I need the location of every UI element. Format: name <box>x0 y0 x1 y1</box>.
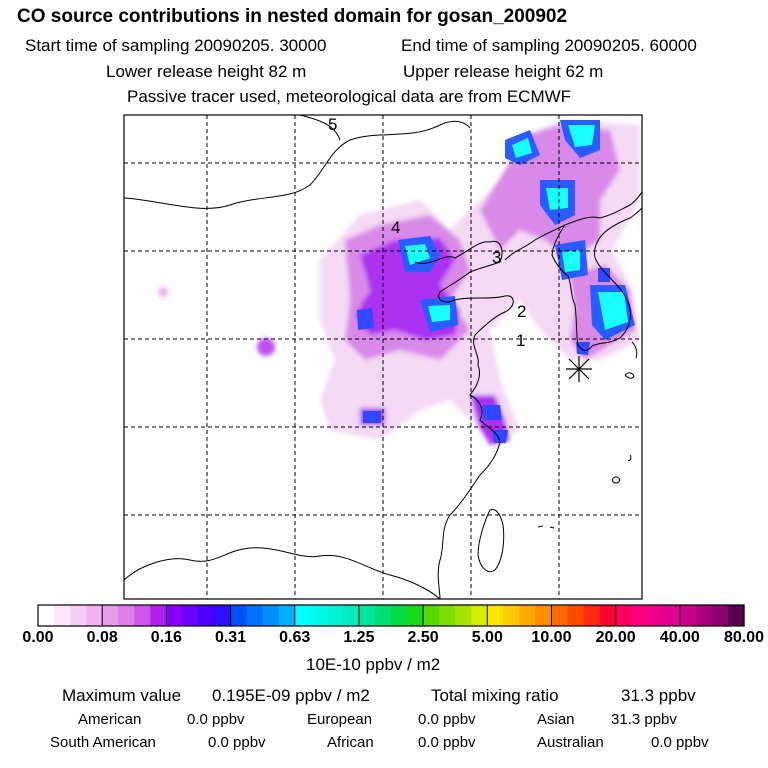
colorbar-cell <box>214 605 232 626</box>
colorbar-cell <box>198 605 216 626</box>
region-south-american-label: South American <box>50 734 156 751</box>
colorbar-cell <box>583 605 601 626</box>
colorbar-tick-label: 0.16 <box>150 629 182 646</box>
trajectory-marker-5: 5 <box>328 115 337 134</box>
colorbar-cell <box>230 605 248 626</box>
trajectory-marker-3: 3 <box>492 248 501 267</box>
colorbar-cell <box>567 605 585 626</box>
colorbar-cell <box>278 605 296 626</box>
colorbar-cell <box>615 605 633 626</box>
total-mixing-value: 31.3 ppbv <box>621 686 696 705</box>
colorbar-cell <box>551 605 569 626</box>
colorbar-cell <box>326 605 344 626</box>
colorbar <box>37 604 745 627</box>
tracer-note: Passive tracer used, meteorological data… <box>127 87 572 106</box>
colorbar-tick-label: 20.00 <box>595 629 636 646</box>
colorbar-cell <box>150 605 167 626</box>
colorbar-tick-label: 0.00 <box>22 629 54 646</box>
colorbar-cell <box>374 605 392 626</box>
colorbar-cell <box>102 605 119 626</box>
colorbar-cell <box>631 605 649 626</box>
colorbar-tick-label: 0.63 <box>279 629 311 646</box>
colorbar-tick-label: 0.31 <box>214 629 247 646</box>
chart-title: CO source contributions in nested domain… <box>17 6 568 27</box>
colorbar-cell <box>342 605 360 626</box>
region-african-value: 0.0 ppbv <box>418 734 476 751</box>
region-south-american-value: 0.0 ppbv <box>208 734 266 751</box>
colorbar-cell <box>711 605 729 626</box>
colorbar-tick-label: 40.00 <box>659 629 700 646</box>
colorbar-cell <box>599 605 617 626</box>
isolated-spot-west <box>158 287 168 297</box>
trajectory-marker-2: 2 <box>517 302 526 321</box>
map-frame <box>123 114 643 600</box>
colorbar-cell <box>695 605 713 626</box>
colorbar-cell <box>358 605 376 626</box>
upper-release-height-label: Upper release height 62 m <box>403 62 604 81</box>
lower-release-height-label: Lower release height 82 m <box>106 62 307 81</box>
colorbar-cell <box>647 605 665 626</box>
start-time-label: Start time of sampling 20090205. 30000 <box>25 36 327 55</box>
colorbar-cell <box>118 605 135 626</box>
colorbar-cell <box>166 605 184 626</box>
colorbar-cell <box>663 605 681 626</box>
colorbar-cell <box>246 605 264 626</box>
colorbar-cell <box>391 605 408 626</box>
colorbar-cell <box>38 605 55 626</box>
colorbar-tick-label: 80.00 <box>723 629 765 646</box>
colorbar-cell <box>262 605 280 626</box>
colorbar-cell <box>535 605 553 626</box>
region-american-value: 0.0 ppbv <box>187 711 245 728</box>
colorbar-cell <box>70 605 87 626</box>
colorbar-cell <box>487 605 504 626</box>
colorbar-frame <box>37 604 745 627</box>
max-value-label: Maximum value <box>62 686 182 705</box>
region-asian-value: 31.3 ppbv <box>611 711 677 728</box>
colorbar-cell <box>455 605 472 626</box>
colorbar-tick-label: 10.00 <box>531 629 572 646</box>
colorbar-cell <box>134 605 151 626</box>
colorbar-cell <box>54 605 71 626</box>
colorbar-cell <box>182 605 200 626</box>
colorbar-cell <box>439 605 456 626</box>
region-australian-label: Australian <box>537 734 604 751</box>
colorbar-unit: 10E-10 ppbv / m2 <box>306 655 441 674</box>
concentration-field <box>158 120 640 445</box>
coastlines <box>124 115 642 599</box>
isolated-spot <box>257 338 275 356</box>
max-value: 0.195E-09 ppbv / m2 <box>212 686 370 705</box>
colorbar-cell <box>519 605 537 626</box>
region-european-label: European <box>307 711 373 728</box>
colorbar-cell <box>471 605 488 626</box>
region-european-value: 0.0 ppbv <box>418 711 476 728</box>
trajectory-marker-1: 1 <box>516 331 525 350</box>
colorbar-cell <box>727 605 745 626</box>
colorbar-cell <box>407 605 424 626</box>
region-african-label: African <box>327 734 374 751</box>
total-mixing-label: Total mixing ratio <box>431 686 559 705</box>
trajectory-marker-4: 4 <box>391 218 400 237</box>
colorbar-tick-label: 0.08 <box>86 629 118 646</box>
map-panel: 1 2 3 4 5 <box>123 114 643 600</box>
receptor-marker-icon <box>566 356 592 382</box>
colorbar-tick-label: 2.50 <box>407 629 439 646</box>
colorbar-cell <box>294 605 312 626</box>
colorbar-cell <box>503 605 520 626</box>
colorbar-cell <box>423 605 440 626</box>
lat-lon-grid <box>124 115 642 599</box>
region-asian-label: Asian <box>537 711 575 728</box>
colorbar-tick-label: 5.00 <box>471 629 503 646</box>
colorbar-tick-label: 1.25 <box>343 629 375 646</box>
end-time-label: End time of sampling 20090205. 60000 <box>401 36 697 55</box>
region-american-label: American <box>78 711 142 728</box>
colorbar-cell <box>310 605 328 626</box>
colorbar-cell <box>679 605 697 626</box>
region-australian-value: 0.0 ppbv <box>651 734 709 751</box>
colorbar-cell <box>86 605 103 626</box>
